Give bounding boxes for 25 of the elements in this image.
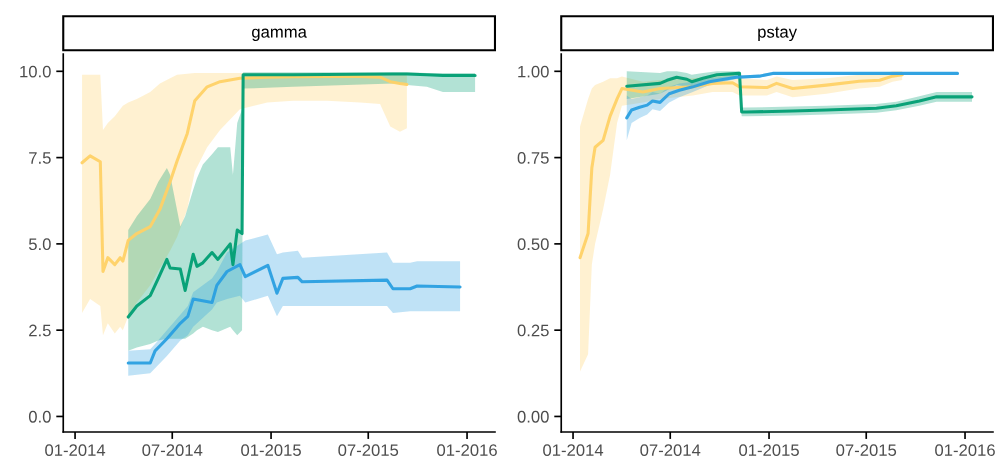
x-tick-label: 01-2016 [437, 444, 497, 457]
chart-title: pstay [758, 26, 797, 42]
line-series [126, 263, 462, 365]
y-tick-label: 5.0 [28, 238, 51, 251]
y-tick-label: 7.5 [29, 152, 51, 164]
chart-title: gamma [252, 28, 307, 42]
y-tick-label: 0.75 [517, 152, 549, 164]
x-tick-label: 07-2015 [836, 444, 897, 457]
y-tick-label: 0.00 [517, 410, 549, 423]
y-tick-label: 0.50 [517, 238, 549, 251]
y-tick-label: 2.5 [29, 324, 51, 337]
y-tick-label: 1.00 [518, 65, 549, 78]
y-tick-label: 10.0 [20, 65, 51, 78]
x-tick-label: 01-2015 [241, 444, 301, 457]
x-tick-label: 01-2014 [543, 444, 604, 457]
y-tick-label: 0.0 [28, 410, 51, 423]
y-tick-label: 0.25 [517, 324, 549, 337]
x-tick-label: 01-2014 [45, 444, 106, 457]
x-tick-label: 07-2015 [338, 444, 399, 457]
x-tick-label: 01-2016 [935, 444, 995, 457]
line-series [80, 74, 409, 274]
line-series [578, 73, 904, 260]
x-tick-label: 01-2015 [739, 444, 799, 457]
x-tick-label: 07-2014 [142, 444, 203, 457]
x-tick-label: 07-2014 [640, 444, 701, 457]
